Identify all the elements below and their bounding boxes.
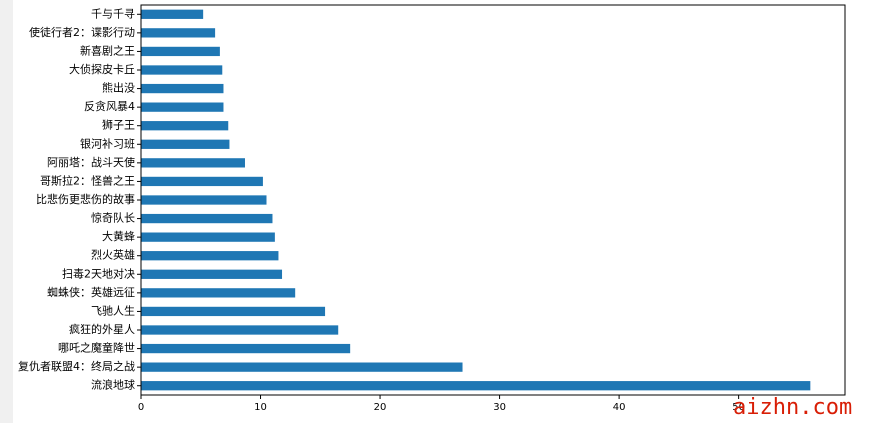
bar bbox=[141, 213, 273, 224]
x-tick-label: 20 bbox=[374, 402, 387, 413]
y-tick-label: 哥斯拉2：怪兽之王 bbox=[40, 173, 135, 187]
x-tick-label: 0 bbox=[138, 402, 144, 413]
bar bbox=[141, 139, 230, 149]
y-tick-label: 惊奇队长 bbox=[91, 211, 135, 225]
bar bbox=[141, 65, 223, 75]
y-tick-label: 新喜剧之王 bbox=[80, 43, 135, 57]
bar bbox=[141, 28, 216, 38]
bar bbox=[141, 306, 326, 317]
bar bbox=[141, 288, 296, 298]
y-tick-label: 复仇者联盟4：终局之战 bbox=[18, 359, 135, 373]
bar bbox=[141, 325, 339, 335]
y-tick-label: 熊出没 bbox=[102, 81, 135, 95]
y-tick-label: 狮子王 bbox=[102, 119, 135, 132]
y-tick-label: 烈火英雄 bbox=[91, 248, 135, 262]
y-tick-label: 哪吒之魔童降世 bbox=[58, 341, 135, 355]
y-tick-label: 大黄蜂 bbox=[102, 229, 135, 243]
bar bbox=[141, 9, 204, 19]
bar bbox=[141, 251, 279, 261]
plot-frame bbox=[140, 4, 846, 396]
bar bbox=[141, 381, 811, 391]
bar bbox=[141, 102, 224, 112]
y-tick-label: 大侦探皮卡丘 bbox=[69, 62, 135, 76]
bar bbox=[141, 121, 229, 131]
y-tick-label: 反贪风暴4 bbox=[84, 99, 135, 113]
y-tick-label: 使徒行者2：谍影行动 bbox=[29, 25, 135, 39]
x-tick-label: 30 bbox=[493, 402, 506, 413]
y-tick-label: 扫毒2天地对决 bbox=[62, 266, 135, 280]
bar bbox=[141, 83, 224, 94]
bar bbox=[141, 176, 263, 187]
y-tick-label: 千与千寻 bbox=[91, 7, 135, 20]
y-tick-label: 流浪地球 bbox=[91, 378, 135, 392]
x-tick-label: 10 bbox=[254, 402, 267, 413]
watermark: aizhn.com bbox=[733, 395, 852, 420]
y-tick-label: 蜘蛛侠：英雄远征 bbox=[47, 285, 135, 299]
bar bbox=[141, 195, 267, 205]
x-tick-label: 40 bbox=[613, 402, 626, 413]
bar bbox=[141, 158, 245, 168]
y-tick-label: 银河补习班 bbox=[80, 136, 135, 150]
y-tick-label: 飞驰人生 bbox=[91, 303, 135, 317]
x-tick-label: 50 bbox=[732, 402, 745, 413]
bar bbox=[141, 232, 275, 242]
bar bbox=[141, 269, 283, 279]
y-tick-label: 比悲伤更悲伤的故事 bbox=[36, 192, 135, 206]
y-tick-label: 疯狂的外星人 bbox=[69, 322, 135, 336]
bar bbox=[141, 343, 351, 354]
y-tick-label: 阿丽塔：战斗天使 bbox=[47, 156, 135, 169]
bar bbox=[141, 362, 463, 372]
side-strip bbox=[0, 0, 13, 423]
bar bbox=[141, 46, 220, 57]
